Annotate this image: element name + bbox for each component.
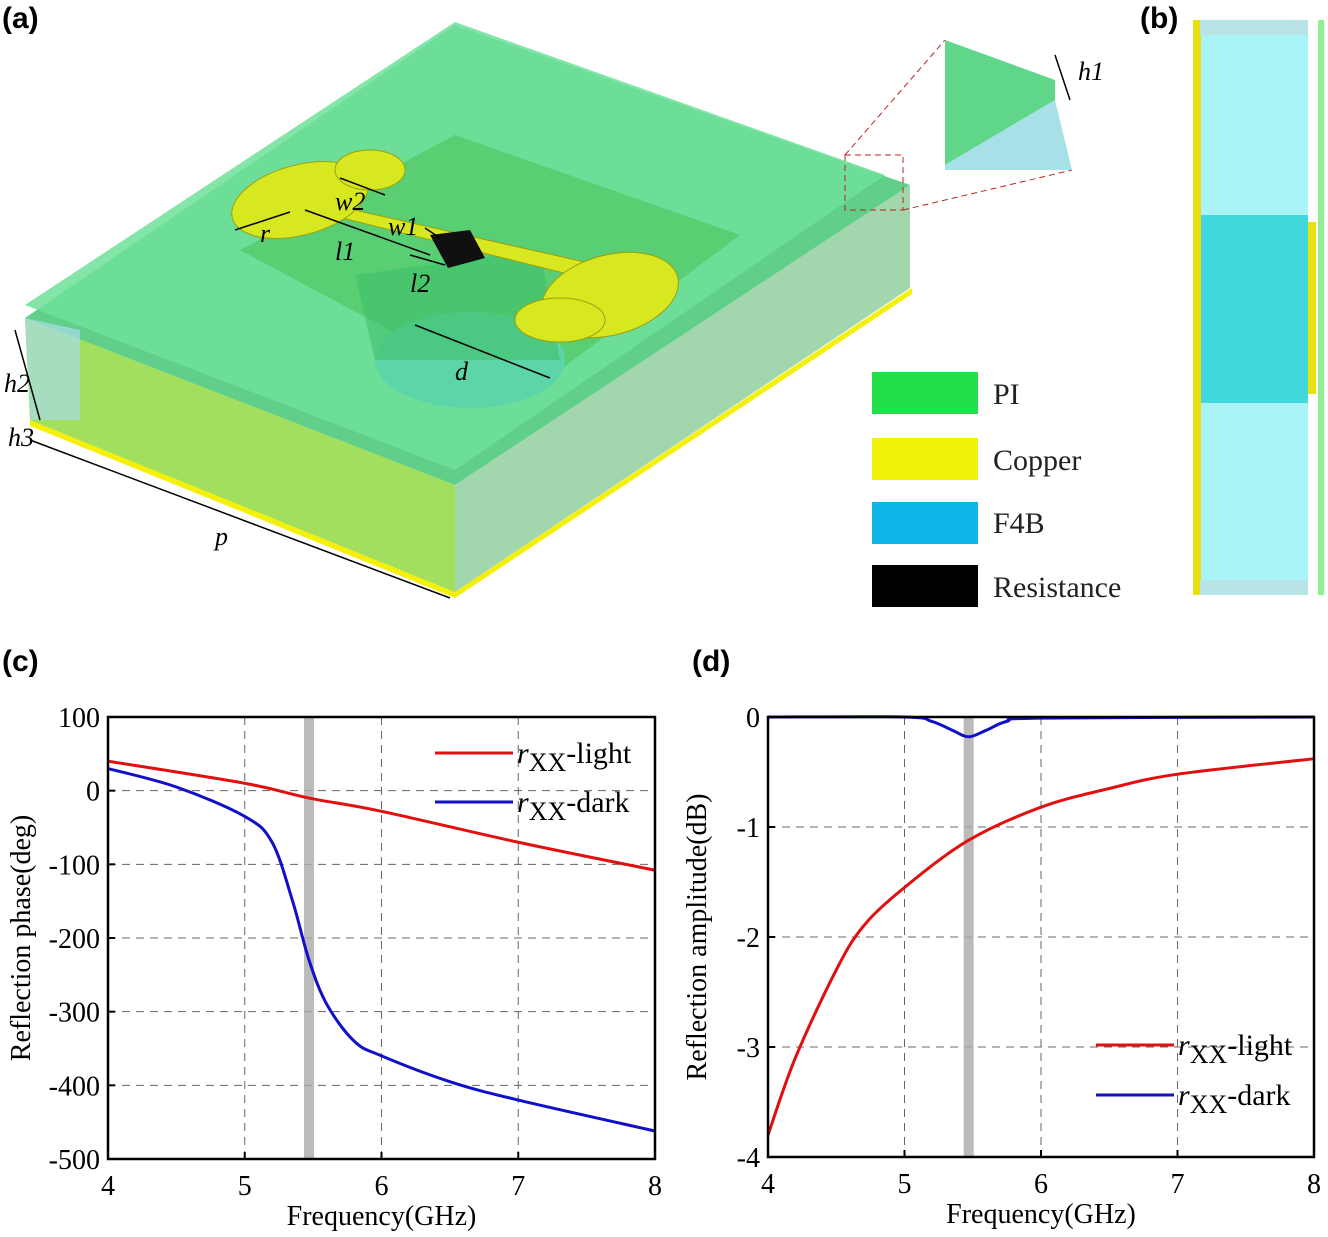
copper-lobe	[514, 297, 606, 343]
x-tick-label: 7	[511, 1171, 525, 1202]
dim-d: d	[455, 357, 469, 386]
substrate-side	[455, 185, 910, 592]
y-tick-label: 100	[58, 703, 100, 734]
substrate-front	[25, 318, 455, 592]
panel-label-a: (a)	[2, 2, 39, 35]
substrate-left	[25, 318, 80, 420]
copper-lobe	[334, 149, 406, 191]
legend-label-resistance: Resistance	[993, 571, 1121, 604]
legend-suffix: -light	[1227, 1029, 1293, 1062]
series-line-light	[766, 757, 1315, 1136]
panel-label-b: (b)	[1140, 2, 1179, 35]
legend-suffix: -dark	[1227, 1079, 1290, 1112]
plot-frame	[106, 715, 657, 1161]
legend-label: rXX-light	[1178, 1029, 1293, 1069]
dim-r: r	[260, 219, 271, 248]
y-tick-label: -3	[737, 1033, 760, 1064]
legend-subscript: XX	[1190, 1090, 1228, 1119]
resistor	[430, 230, 485, 268]
dim-w2: w2	[335, 187, 365, 216]
series-line-dark	[107, 767, 656, 1133]
x-tick-label: 7	[1171, 1169, 1185, 1200]
legend-label: rXX-dark	[517, 786, 630, 826]
legend-swatch-resistance	[872, 565, 978, 607]
y-tick-label: -400	[49, 1071, 100, 1102]
x-tick-label: 4	[101, 1171, 115, 1202]
legend-prefix: r	[1178, 1079, 1190, 1112]
series-line-light	[107, 759, 656, 872]
legend-swatch-f4b	[872, 502, 978, 544]
legend-label-pi: PI	[993, 378, 1020, 411]
legend-label-f4b: F4B	[993, 507, 1045, 540]
y-tick-label: 0	[746, 703, 760, 734]
highlight-band	[304, 717, 315, 1159]
y-axis-label: Reflection phase(deg)	[6, 815, 37, 1061]
side-view	[1193, 20, 1324, 595]
x-axis-label: Frequency(GHz)	[946, 1199, 1136, 1230]
panel-label-c: (c)	[2, 645, 39, 678]
cone-wall	[355, 250, 560, 360]
y-tick-label: -4	[737, 1143, 760, 1174]
highlight-band	[963, 717, 974, 1157]
dimension-lines	[14, 54, 1071, 599]
dim-l2: l2	[410, 269, 430, 298]
x-tick-label: 4	[761, 1169, 775, 1200]
unit-cell-diagram: w2 w1 r l1 l2 d h1 h2 h3 p PI	[4, 20, 1324, 607]
x-tick-label: 8	[648, 1171, 662, 1202]
legend-subscript: XX	[1190, 1040, 1228, 1069]
y-tick-label: -1	[737, 813, 760, 844]
dim-h2: h2	[4, 369, 30, 398]
x-tick-label: 5	[238, 1171, 252, 1202]
y-tick-label: -300	[49, 998, 100, 1029]
legend-suffix: -light	[566, 737, 632, 770]
plot-frame	[766, 715, 1316, 1159]
dim-h3: h3	[8, 423, 34, 452]
dim-l1: l1	[335, 237, 355, 266]
y-tick-label: -500	[49, 1145, 100, 1176]
zoom-inset	[844, 39, 1073, 211]
x-tick-label: 5	[898, 1169, 912, 1200]
legend-label-copper: Copper	[993, 444, 1081, 477]
legend-subscript: XX	[529, 748, 567, 777]
x-tick-label: 6	[1034, 1169, 1048, 1200]
x-tick-label: 6	[375, 1171, 389, 1202]
legend-swatch-pi	[872, 372, 978, 414]
legend-suffix: -dark	[566, 786, 629, 819]
legend-label: rXX-dark	[1178, 1079, 1291, 1119]
y-tick-label: -200	[49, 924, 100, 955]
dim-h1: h1	[1078, 57, 1104, 86]
legend-subscript: XX	[529, 797, 567, 826]
x-axis-label: Frequency(GHz)	[287, 1201, 477, 1232]
y-tick-label: 0	[86, 777, 100, 808]
legend-prefix: r	[517, 786, 529, 819]
legend-prefix: r	[1178, 1029, 1190, 1062]
legend-label: rXX-light	[517, 737, 632, 777]
dim-w1: w1	[388, 212, 418, 241]
y-tick-label: -2	[737, 923, 760, 954]
panel-label-d: (d)	[692, 645, 731, 678]
dim-p: p	[213, 522, 228, 551]
legend-swatch-copper	[872, 438, 978, 480]
x-tick-label: 8	[1307, 1169, 1321, 1200]
chart-reflection-phase: 4 5 6 7 81000-100-200-300-400-500rXX-lightrX…	[6, 703, 662, 1232]
y-tick-label: -100	[49, 850, 100, 881]
material-legend: PI Copper F4B Resistance	[872, 372, 1121, 607]
legend-prefix: r	[517, 737, 529, 770]
chart-reflection-amplitude: 4 5 6 7 80-1-2-3-4rXX-lightrXX-darkFrequency…	[682, 703, 1321, 1230]
y-axis-label: Reflection amplitude(dB)	[682, 794, 713, 1081]
